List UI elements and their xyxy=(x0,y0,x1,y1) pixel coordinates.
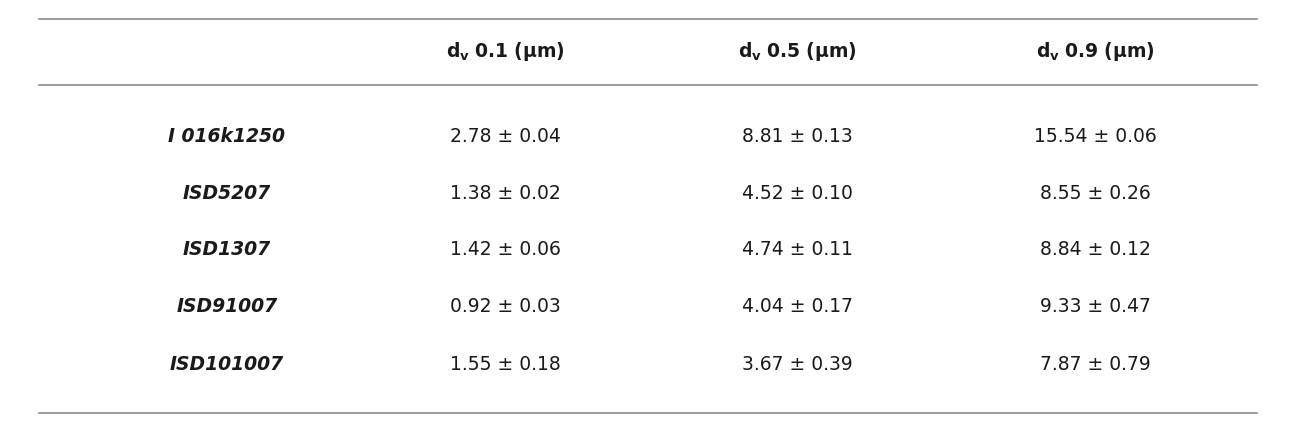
Text: ISD1307: ISD1307 xyxy=(183,240,271,259)
Text: I 016k1250: I 016k1250 xyxy=(168,127,285,146)
Text: 1.55 ± 0.18: 1.55 ± 0.18 xyxy=(450,355,561,374)
Text: $\mathbf{d_v}$ $\mathbf{0.1}$ $\mathbf{(\mu m)}$: $\mathbf{d_v}$ $\mathbf{0.1}$ $\mathbf{(… xyxy=(446,40,565,63)
Text: $\mathbf{d_v}$ $\mathbf{0.5}$ $\mathbf{(\mu m)}$: $\mathbf{d_v}$ $\mathbf{0.5}$ $\mathbf{(… xyxy=(737,40,857,63)
Text: 1.38 ± 0.02: 1.38 ± 0.02 xyxy=(450,184,561,203)
Text: 3.67 ± 0.39: 3.67 ± 0.39 xyxy=(741,355,853,374)
Text: 1.42 ± 0.06: 1.42 ± 0.06 xyxy=(450,240,561,259)
Text: ISD5207: ISD5207 xyxy=(183,184,271,203)
Text: 7.87 ± 0.79: 7.87 ± 0.79 xyxy=(1039,355,1151,374)
Text: 4.52 ± 0.10: 4.52 ± 0.10 xyxy=(741,184,853,203)
Text: ISD101007: ISD101007 xyxy=(170,355,284,374)
Text: 8.84 ± 0.12: 8.84 ± 0.12 xyxy=(1039,240,1151,259)
Text: 9.33 ± 0.47: 9.33 ± 0.47 xyxy=(1039,297,1151,316)
Text: 2.78 ± 0.04: 2.78 ± 0.04 xyxy=(450,127,561,146)
Text: 4.04 ± 0.17: 4.04 ± 0.17 xyxy=(741,297,853,316)
Text: 15.54 ± 0.06: 15.54 ± 0.06 xyxy=(1034,127,1156,146)
Text: 4.74 ± 0.11: 4.74 ± 0.11 xyxy=(741,240,853,259)
Text: 8.81 ± 0.13: 8.81 ± 0.13 xyxy=(741,127,853,146)
Text: $\mathbf{d_v}$ $\mathbf{0.9}$ $\mathbf{(\mu m)}$: $\mathbf{d_v}$ $\mathbf{0.9}$ $\mathbf{(… xyxy=(1036,40,1155,63)
Text: 0.92 ± 0.03: 0.92 ± 0.03 xyxy=(450,297,561,316)
Text: 8.55 ± 0.26: 8.55 ± 0.26 xyxy=(1039,184,1151,203)
Text: ISD91007: ISD91007 xyxy=(176,297,277,316)
